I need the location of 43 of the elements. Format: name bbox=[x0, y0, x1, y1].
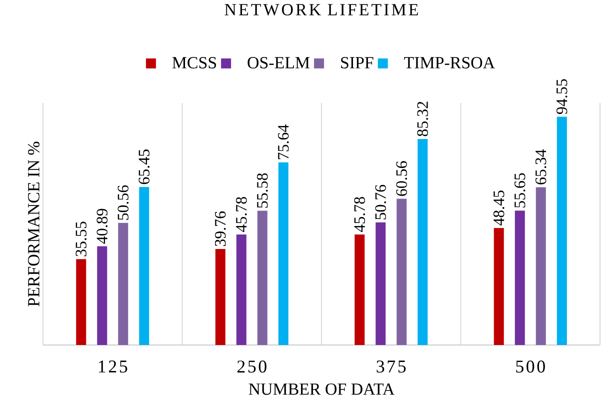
x-tick-label: 500 bbox=[516, 360, 545, 373]
x-tick-label: 250 bbox=[237, 360, 266, 373]
x-axis-title: NUMBER OF DATA bbox=[248, 383, 395, 395]
data-label: 45.78 bbox=[236, 197, 247, 232]
data-label: 50.76 bbox=[375, 184, 386, 220]
bar bbox=[376, 222, 386, 345]
data-label: 94.55 bbox=[556, 79, 568, 114]
data-label: 60.56 bbox=[396, 161, 408, 196]
data-label: 48.45 bbox=[493, 190, 504, 226]
chart-title: NETWORK LIFETIME bbox=[224, 4, 418, 16]
legend-label: TIMP-RSOA bbox=[404, 57, 495, 68]
bar bbox=[536, 187, 546, 345]
x-tick-label: 125 bbox=[98, 360, 128, 373]
legend-label: SIPF bbox=[341, 57, 374, 68]
data-label: 35.55 bbox=[76, 222, 87, 256]
bar bbox=[118, 222, 128, 345]
data-label: 45.78 bbox=[354, 197, 366, 232]
data-label: 85.32 bbox=[417, 102, 428, 136]
bar bbox=[278, 162, 288, 345]
bar bbox=[418, 138, 428, 345]
bar bbox=[514, 210, 525, 345]
bar bbox=[76, 259, 86, 345]
bar bbox=[257, 210, 268, 345]
bar bbox=[97, 246, 108, 345]
bar bbox=[215, 248, 226, 345]
bar bbox=[494, 228, 504, 345]
bar bbox=[396, 198, 407, 345]
data-label: 55.58 bbox=[256, 173, 268, 208]
data-label: 65.34 bbox=[536, 149, 546, 184]
legend-label: MCSS bbox=[172, 57, 216, 68]
bar bbox=[139, 186, 150, 345]
data-label: 50.56 bbox=[118, 185, 129, 220]
data-label: 65.45 bbox=[138, 150, 150, 184]
data-label: 39.76 bbox=[214, 211, 226, 246]
bar bbox=[556, 116, 567, 345]
data-label: 40.89 bbox=[96, 208, 108, 244]
data-label: 75.64 bbox=[278, 124, 289, 160]
y-axis-title: PERFORMANCE IN % bbox=[28, 142, 40, 306]
data-label: 55.65 bbox=[514, 173, 526, 208]
bar bbox=[354, 234, 365, 345]
bar bbox=[236, 234, 246, 345]
x-tick-label: 375 bbox=[376, 360, 406, 373]
legend-label: OS-ELM bbox=[248, 57, 310, 68]
